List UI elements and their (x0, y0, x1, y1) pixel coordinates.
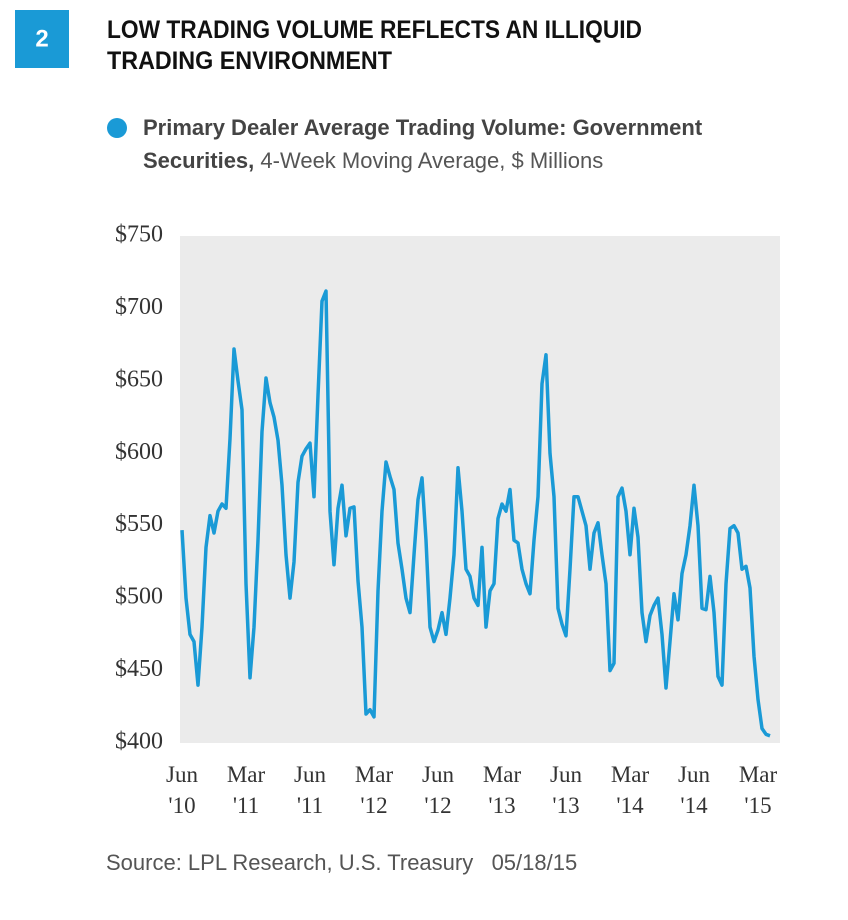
legend-marker (107, 118, 127, 138)
x-tick-label: '10 (168, 793, 195, 818)
x-tick-label: Jun (294, 762, 326, 787)
y-tick-label: $450 (115, 656, 163, 682)
x-tick-label: '15 (744, 793, 771, 818)
legend: Primary Dealer Average Trading Volume: G… (107, 111, 743, 177)
x-tick-label: Mar (611, 762, 650, 787)
x-tick-label: '13 (552, 793, 579, 818)
plot-area (180, 236, 780, 743)
badge-box (15, 10, 69, 68)
x-tick-label: '13 (488, 793, 515, 818)
x-tick-label: Mar (227, 762, 266, 787)
legend-note: 4-Week Moving Average, $ Millions (260, 148, 604, 173)
x-tick-label: '12 (360, 793, 387, 818)
y-tick-label: $600 (115, 439, 163, 465)
y-tick-label: $650 (115, 366, 163, 392)
x-tick-label: '11 (233, 793, 259, 818)
x-tick-label: Mar (355, 762, 394, 787)
y-tick-label: $500 (115, 584, 163, 610)
source: Source: LPL Research, U.S. Treasury 05/1… (106, 850, 578, 875)
y-tick-label: $550 (115, 511, 163, 537)
x-tick-label: '14 (680, 793, 708, 818)
x-tick-label: '11 (297, 793, 323, 818)
y-tick-label: $400 (115, 729, 163, 755)
x-tick-label: Jun (550, 762, 582, 787)
x-tick-label: '14 (616, 793, 644, 818)
x-tick-label: '12 (424, 793, 451, 818)
legend-label: Primary Dealer Average Trading Volume: G… (143, 115, 703, 173)
x-tick-label: Jun (166, 762, 198, 787)
chart-title: TRADING ENVIRONMENT (107, 47, 392, 75)
chart-title: LOW TRADING VOLUME REFLECTS AN ILLIQUID (107, 16, 642, 44)
data-line (180, 289, 771, 738)
x-tick-label: Mar (739, 762, 778, 787)
y-tick-label: $750 (115, 222, 163, 248)
x-tick-label: Jun (422, 762, 454, 787)
y-tick-label: $700 (115, 294, 163, 320)
x-tick-label: Jun (678, 762, 710, 787)
badge: 2 (35, 25, 48, 52)
x-tick-label: Mar (483, 762, 522, 787)
